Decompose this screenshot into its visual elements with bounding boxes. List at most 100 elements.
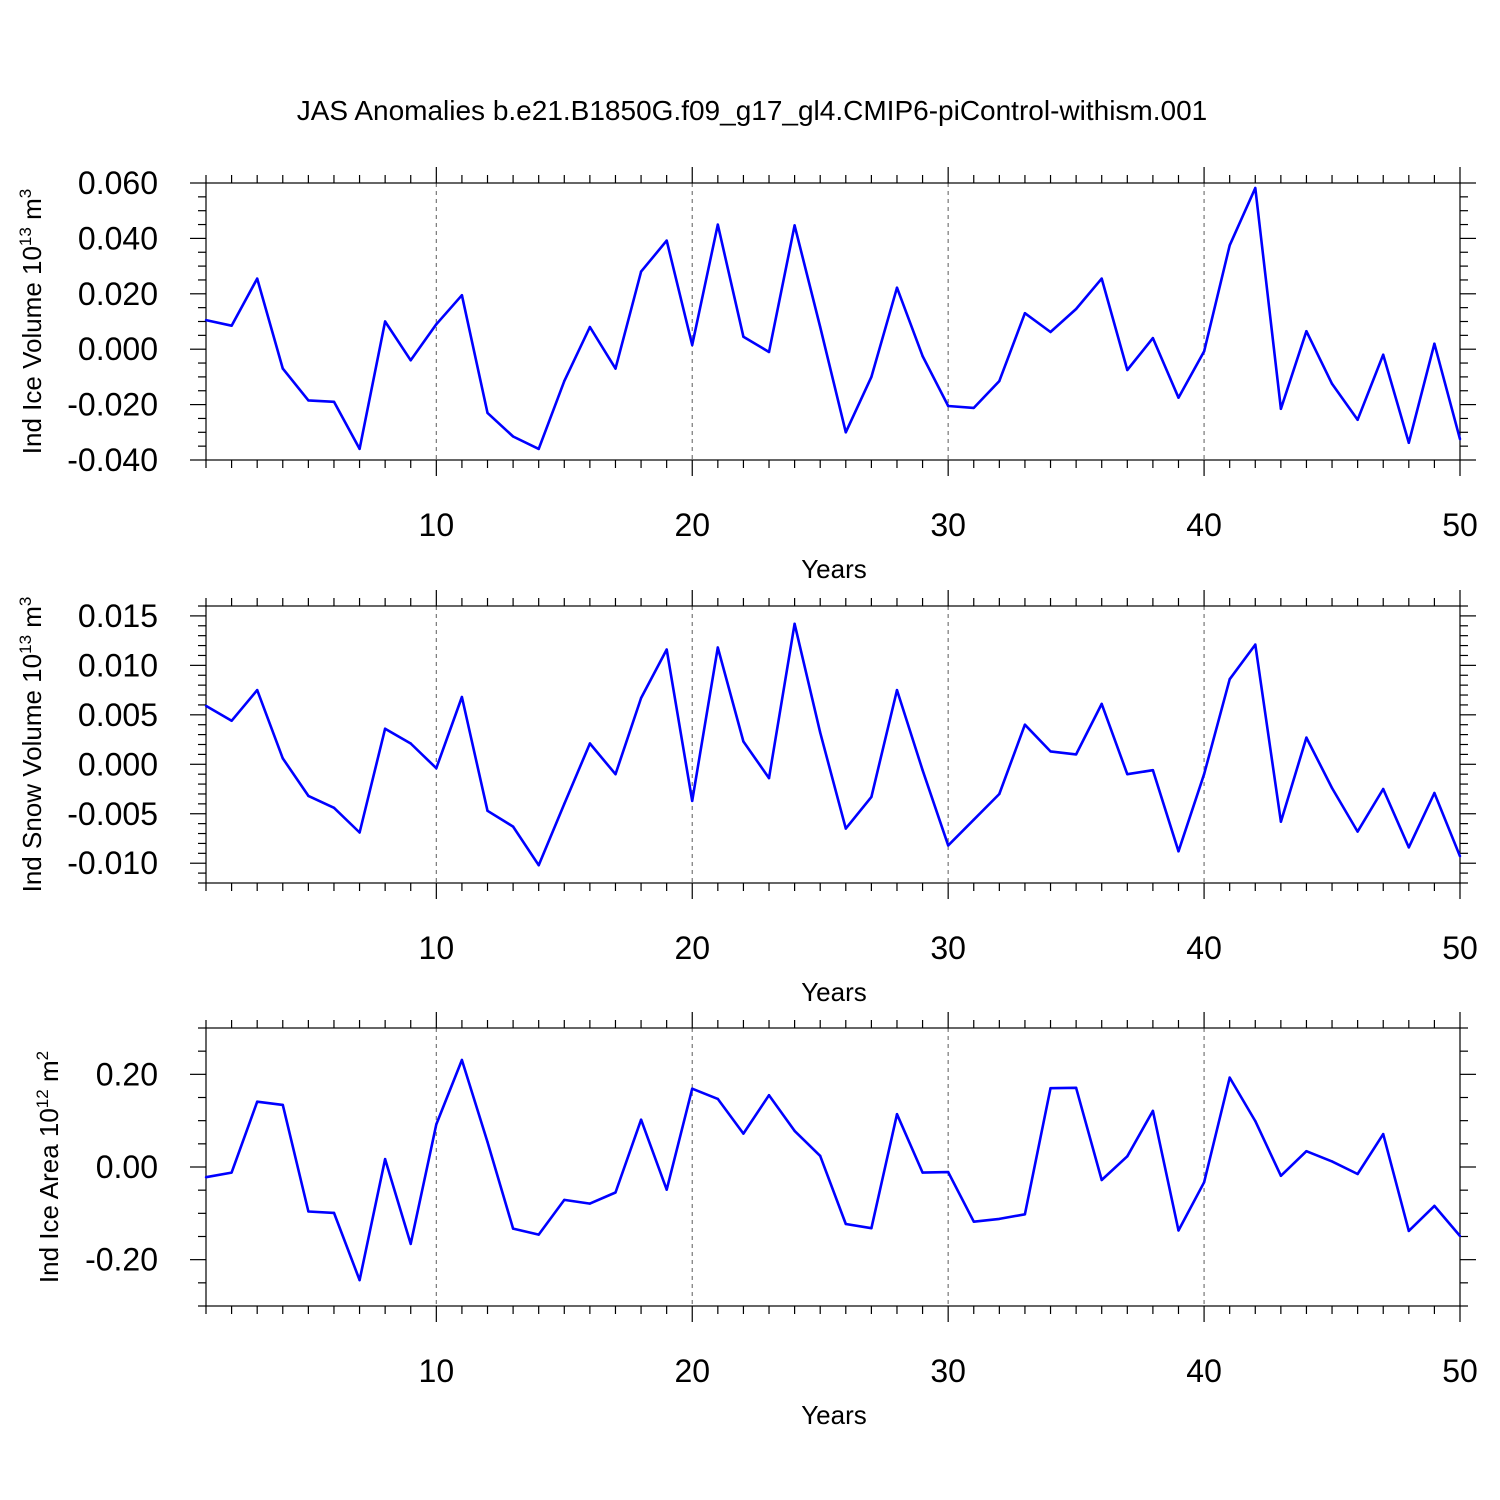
data-point	[1356, 418, 1359, 422]
data-point	[588, 742, 592, 745]
data-point	[1023, 723, 1027, 726]
y-axis-label-part: m	[34, 1060, 64, 1089]
y-tick-label: -0.010	[67, 845, 158, 881]
x-tick-label: 10	[419, 1353, 455, 1389]
data-point	[614, 1191, 617, 1194]
data-point	[665, 239, 668, 242]
data-point	[460, 1058, 464, 1062]
data-point	[819, 1154, 822, 1158]
data-point	[1279, 407, 1283, 410]
series-line	[205, 1058, 1461, 1282]
y-axis-label-superscript: 13	[16, 227, 35, 246]
data-point	[870, 795, 873, 799]
data-point	[1407, 846, 1411, 849]
data-point	[1356, 1172, 1359, 1176]
data-point	[870, 375, 873, 379]
data-point	[1228, 244, 1231, 247]
data-points	[204, 622, 1462, 867]
data-point	[819, 731, 822, 734]
data-point	[307, 794, 310, 798]
data-point	[563, 1198, 566, 1202]
data-point	[383, 1157, 387, 1161]
data-point	[511, 435, 515, 438]
data-point	[1074, 753, 1078, 756]
x-tick-label: 10	[419, 930, 455, 966]
y-tick-label: 0.005	[78, 697, 158, 733]
chart-panel-1: 10 20 30 40 50 -0.040 -0.020 0.000 0.020 0.040 0.0…	[16, 165, 1478, 584]
y-axis-label-part: m	[17, 606, 47, 635]
data-point	[1228, 1076, 1231, 1079]
data-point	[998, 792, 1001, 796]
data-point	[486, 411, 489, 415]
data-point	[1023, 311, 1027, 315]
data-point	[614, 367, 617, 370]
data-point	[358, 1278, 361, 1282]
x-tick-label: 10	[419, 507, 455, 543]
data-point	[1202, 772, 1206, 776]
data-point	[998, 1217, 1001, 1221]
data-point	[1305, 329, 1308, 333]
x-tick-label: 30	[930, 1353, 966, 1389]
x-tick-label: 40	[1186, 930, 1222, 966]
data-point	[511, 1227, 515, 1230]
data-point	[1382, 353, 1385, 356]
x-axis-label: Years	[801, 554, 867, 584]
data-point	[332, 1211, 336, 1215]
data-point	[767, 776, 771, 780]
data-point	[742, 335, 745, 338]
data-point	[844, 827, 847, 830]
data-point	[358, 447, 361, 451]
data-point	[1458, 855, 1462, 858]
y-axis-label: Ind Snow Volume 1013 m3	[16, 597, 47, 893]
data-point	[563, 379, 566, 383]
data-point	[1407, 1229, 1411, 1233]
x-axis-label: Years	[801, 1400, 867, 1430]
data-point	[1074, 307, 1078, 311]
data-point	[1433, 342, 1436, 345]
data-point	[639, 270, 643, 273]
data-point	[793, 1129, 796, 1133]
y-axis-label-part: Ind Ice Volume 10	[17, 246, 47, 454]
data-point	[921, 354, 924, 358]
y-tick-label: -0.020	[67, 387, 158, 423]
y-axis-label-superscript: 13	[16, 635, 35, 654]
data-point	[204, 1175, 208, 1179]
data-point	[230, 719, 233, 722]
data-point	[435, 767, 438, 770]
data-point	[1177, 396, 1180, 399]
x-tick-label: 30	[930, 507, 966, 543]
data-point	[435, 1123, 438, 1126]
data-point	[1228, 678, 1231, 681]
x-axis-label: Years	[801, 977, 867, 1007]
data-point	[921, 769, 924, 772]
data-point	[767, 1093, 771, 1097]
y-tick-label: 0.00	[96, 1149, 158, 1185]
data-point	[844, 1222, 847, 1226]
data-point	[204, 704, 208, 708]
data-point	[819, 325, 822, 329]
data-point	[1458, 1234, 1462, 1238]
data-point	[1126, 1155, 1129, 1158]
data-point	[281, 757, 284, 760]
x-tick-label: 20	[674, 507, 710, 543]
data-point	[972, 1220, 975, 1223]
data-point	[1049, 1087, 1052, 1090]
x-tick-label: 50	[1442, 507, 1478, 543]
data-point	[870, 1226, 873, 1230]
data-points	[204, 1058, 1462, 1282]
panels: 10 20 30 40 50 -0.040 -0.020 0.000 0.020 0.040 0.0…	[16, 165, 1478, 1430]
data-point	[1177, 850, 1180, 853]
y-axis-label-superscript: 3	[16, 189, 35, 198]
data-point	[588, 1202, 592, 1205]
data-point	[1330, 382, 1334, 386]
data-point	[281, 1103, 284, 1107]
data-point	[1151, 1109, 1155, 1113]
x-tick-label: 30	[930, 930, 966, 966]
data-point	[383, 320, 387, 323]
y-tick-label: -0.005	[67, 796, 158, 832]
series-line	[205, 622, 1462, 867]
data-point	[895, 286, 899, 289]
data-point	[946, 404, 950, 408]
data-point	[793, 622, 796, 626]
data-point	[1202, 350, 1206, 353]
